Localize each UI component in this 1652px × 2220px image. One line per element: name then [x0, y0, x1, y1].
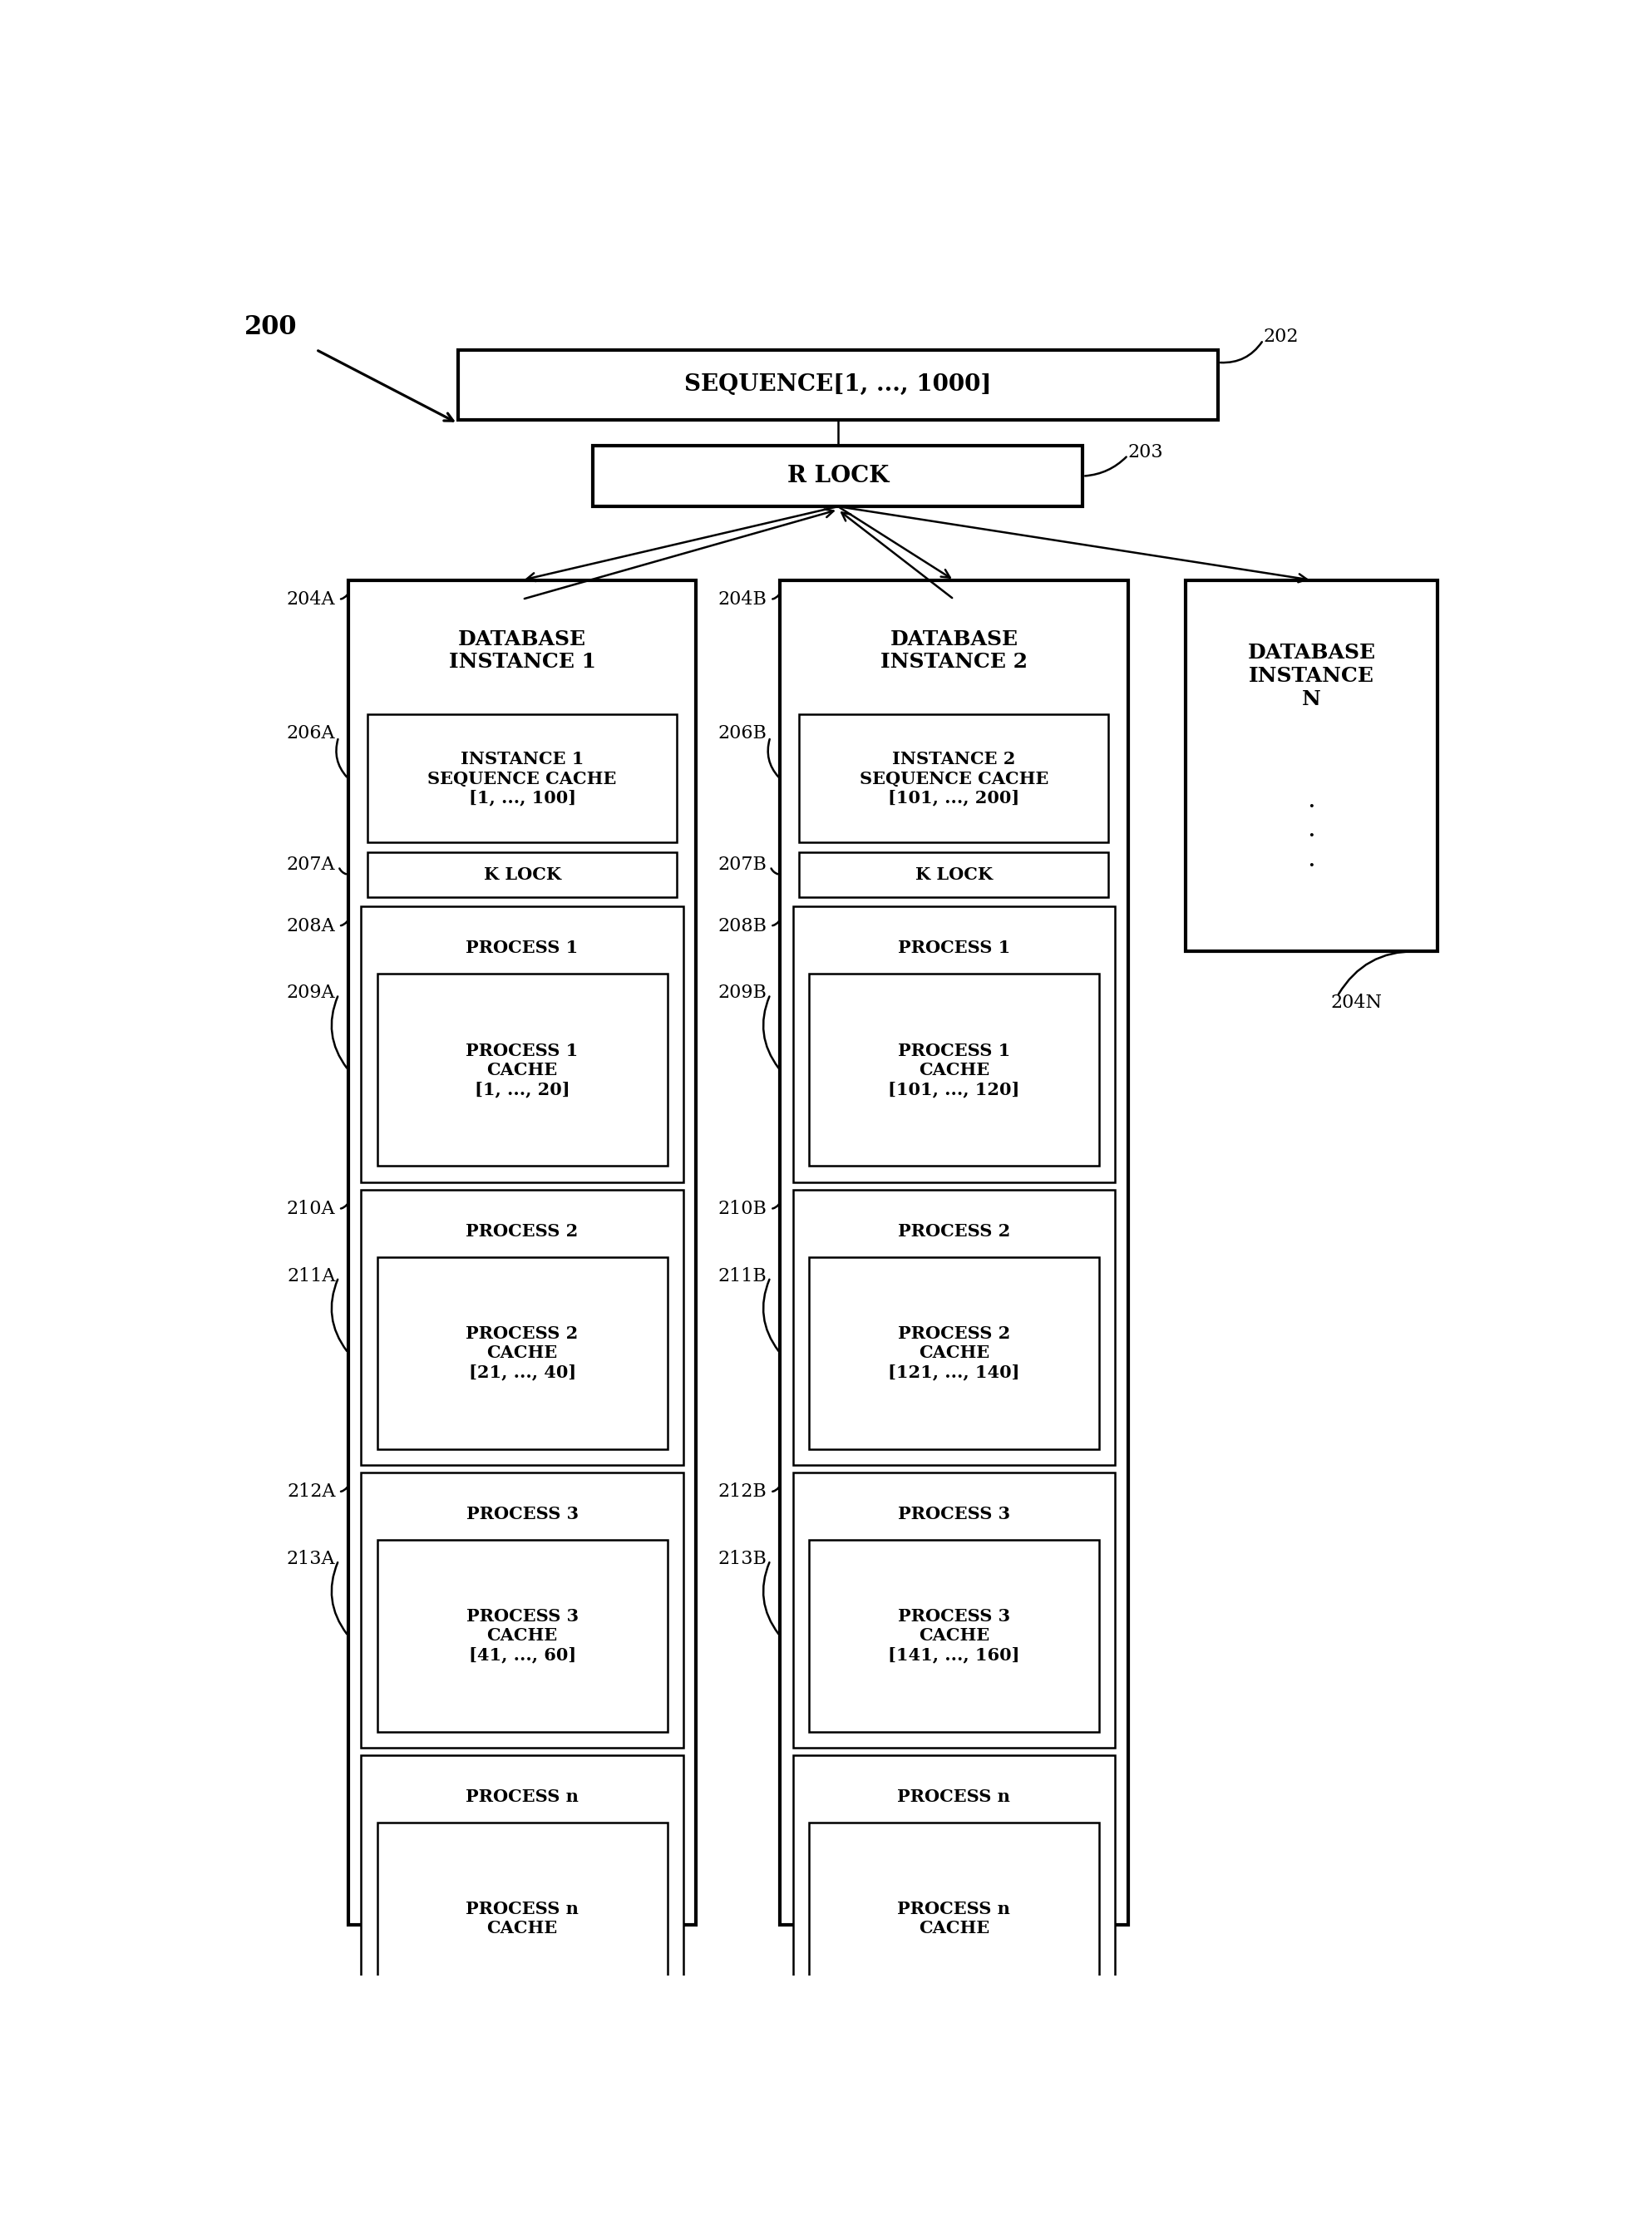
Bar [362, 906, 684, 1181]
Bar [368, 852, 677, 897]
Text: 206A: 206A [287, 724, 335, 744]
Text: DATABASE
INSTANCE
N: DATABASE INSTANCE N [1247, 644, 1376, 708]
Text: PROCESS 3
CACHE
[41, ..., 60]: PROCESS 3 CACHE [41, ..., 60] [466, 1607, 578, 1663]
Text: 211B: 211B [719, 1268, 767, 1285]
Bar [793, 1190, 1115, 1465]
Text: PROCESS 1
CACHE
[1, ..., 20]: PROCESS 1 CACHE [1, ..., 20] [466, 1041, 578, 1097]
Bar [800, 715, 1108, 844]
Text: 211A: 211A [287, 1268, 335, 1285]
Text: 206B: 206B [719, 724, 767, 744]
Text: 204A: 204A [287, 591, 335, 608]
Text: PROCESS 2
CACHE
[21, ..., 40]: PROCESS 2 CACHE [21, ..., 40] [466, 1325, 578, 1381]
Text: 203: 203 [1128, 444, 1163, 462]
Bar [809, 1823, 1099, 2016]
Text: 207B: 207B [719, 857, 767, 875]
Text: PROCESS 2: PROCESS 2 [897, 1223, 1009, 1239]
Bar [377, 1823, 667, 2016]
Text: 200: 200 [244, 315, 297, 340]
Bar [793, 1756, 1115, 2031]
Text: PROCESS 3: PROCESS 3 [897, 1505, 1009, 1523]
Text: 208A: 208A [287, 917, 335, 935]
Text: DATABASE
INSTANCE 2: DATABASE INSTANCE 2 [881, 628, 1028, 673]
Text: INSTANCE 1
SEQUENCE CACHE
[1, ..., 100]: INSTANCE 1 SEQUENCE CACHE [1, ..., 100] [428, 750, 616, 806]
Text: 213B: 213B [719, 1550, 767, 1567]
Bar [458, 349, 1218, 420]
Text: R LOCK: R LOCK [786, 464, 889, 488]
Text: 209A: 209A [287, 983, 335, 1001]
Text: PROCESS 1
CACHE
[101, ..., 120]: PROCESS 1 CACHE [101, ..., 120] [889, 1041, 1019, 1097]
Text: PROCESS n: PROCESS n [466, 1789, 578, 1805]
Text: PROCESS n
CACHE: PROCESS n CACHE [897, 1900, 1011, 1936]
Text: K LOCK: K LOCK [484, 866, 562, 884]
Text: 210B: 210B [719, 1199, 767, 1219]
Text: PROCESS n: PROCESS n [897, 1789, 1011, 1805]
Bar [377, 975, 667, 1166]
Bar [593, 446, 1082, 506]
Bar [362, 1756, 684, 2031]
Text: PROCESS 2: PROCESS 2 [466, 1223, 578, 1239]
Text: PROCESS n
CACHE: PROCESS n CACHE [466, 1900, 578, 1936]
Text: PROCESS 2
CACHE
[121, ..., 140]: PROCESS 2 CACHE [121, ..., 140] [889, 1325, 1019, 1381]
Text: K LOCK: K LOCK [915, 866, 993, 884]
Bar [362, 1472, 684, 1747]
Bar [349, 579, 695, 1925]
Bar [809, 1257, 1099, 1450]
Bar [809, 975, 1099, 1166]
Text: SEQUENCE[1, ..., 1000]: SEQUENCE[1, ..., 1000] [684, 373, 991, 395]
Bar [809, 1541, 1099, 1732]
Bar [368, 715, 677, 844]
Bar [377, 1257, 667, 1450]
Text: 212A: 212A [287, 1483, 335, 1501]
Text: INSTANCE 2
SEQUENCE CACHE
[101, ..., 200]: INSTANCE 2 SEQUENCE CACHE [101, ..., 200… [859, 750, 1049, 806]
Text: 212B: 212B [719, 1483, 767, 1501]
Bar [780, 579, 1128, 1925]
Bar [1186, 579, 1437, 952]
Text: PROCESS 1: PROCESS 1 [466, 939, 578, 957]
Text: PROCESS 1: PROCESS 1 [897, 939, 1009, 957]
Text: 208B: 208B [719, 917, 767, 935]
Text: 202: 202 [1264, 329, 1298, 346]
Bar [793, 906, 1115, 1181]
Bar [362, 1190, 684, 1465]
Bar [377, 1541, 667, 1732]
Text: .
.
.: . . . [1307, 788, 1315, 872]
Text: PROCESS 3
CACHE
[141, ..., 160]: PROCESS 3 CACHE [141, ..., 160] [889, 1607, 1019, 1663]
Bar [800, 852, 1108, 897]
Text: 204B: 204B [719, 591, 767, 608]
Text: 209B: 209B [719, 983, 767, 1001]
Text: 207A: 207A [287, 857, 335, 875]
Text: 204N: 204N [1332, 995, 1383, 1012]
Bar [793, 1472, 1115, 1747]
Text: 213A: 213A [287, 1550, 335, 1567]
Text: DATABASE
INSTANCE 1: DATABASE INSTANCE 1 [449, 628, 596, 673]
Text: PROCESS 3: PROCESS 3 [466, 1505, 578, 1523]
Text: 210A: 210A [287, 1199, 335, 1219]
